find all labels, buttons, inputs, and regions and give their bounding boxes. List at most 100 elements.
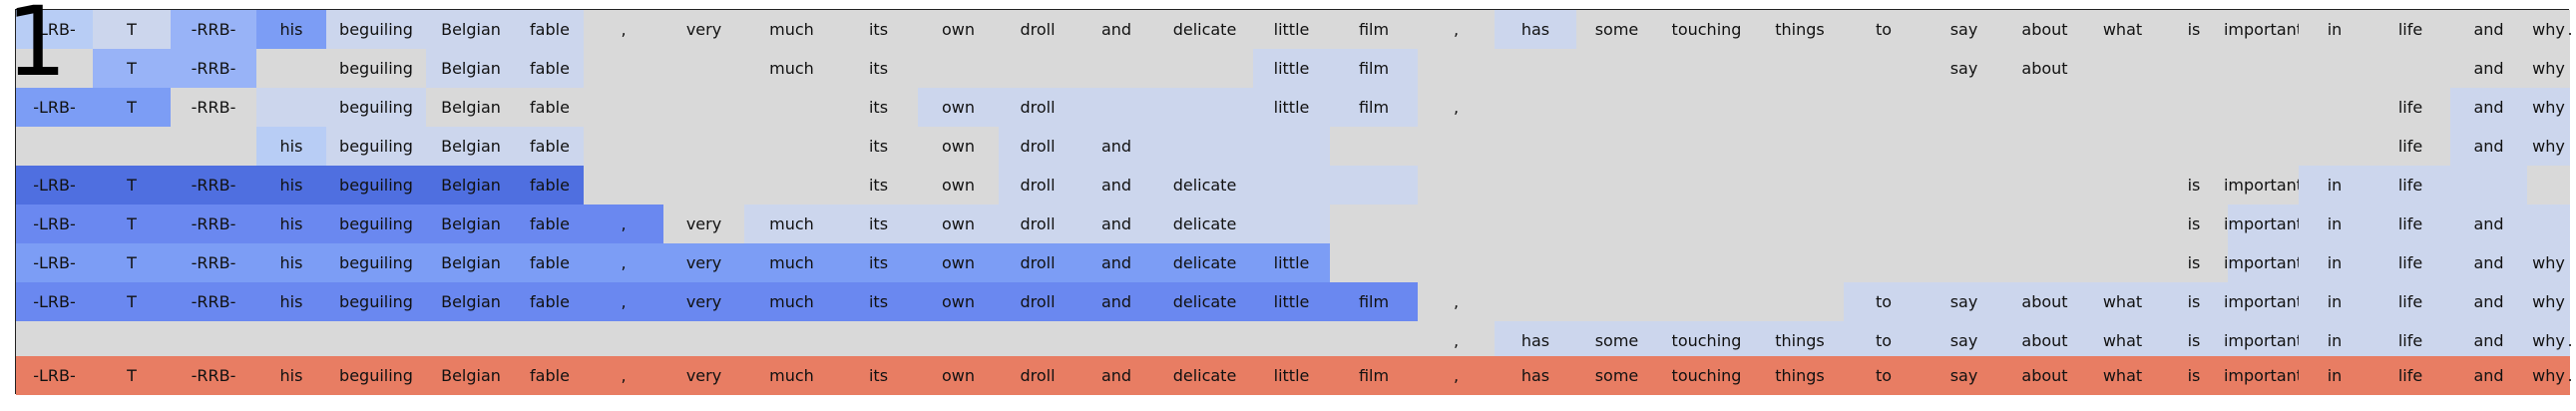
token-cell — [1756, 243, 1844, 282]
token-cell: touching — [1657, 321, 1756, 360]
token-cell — [663, 127, 744, 166]
token-cell: about — [2004, 356, 2085, 395]
token-cell: fable — [516, 88, 584, 127]
token-cell: important — [2224, 10, 2303, 49]
token-cell: beguiling — [326, 282, 426, 321]
token-cell: important — [2224, 205, 2303, 243]
token-cell — [918, 49, 999, 88]
token-cell — [1253, 321, 1330, 360]
token-cell: film — [1330, 356, 1418, 395]
token-cell: -RRB- — [171, 166, 256, 205]
token-cell: much — [744, 205, 839, 243]
token-cell — [2004, 127, 2085, 166]
token-cell: in — [2299, 10, 2370, 49]
token-cell: droll — [999, 88, 1076, 127]
token-attribution-grid: -LRB- T -RRB-his beguiling Belgian fable, very… — [15, 9, 2573, 395]
token-cell — [1844, 127, 1924, 166]
token-cell — [1657, 205, 1756, 243]
token-cell: life — [2370, 88, 2450, 127]
token-cell: beguiling — [326, 166, 426, 205]
token-cell — [744, 127, 839, 166]
token-cell: has — [1495, 10, 1576, 49]
token-cell: , — [1418, 356, 1495, 395]
token-cell — [1418, 166, 1495, 205]
token-cell: and — [2450, 243, 2527, 282]
token-cell: Belgian — [426, 282, 516, 321]
token-cell: little — [1253, 88, 1330, 127]
token-cell — [93, 127, 171, 166]
token-cell: important — [2224, 166, 2303, 205]
token-cell: and — [2450, 356, 2527, 395]
token-cell: -LRB- — [16, 205, 93, 243]
token-cell: is — [2160, 321, 2228, 360]
token-cell: fable — [516, 10, 584, 49]
token-cell: its — [839, 205, 918, 243]
grid-row: -LRB- T -RRB-his beguiling Belgian fable, very… — [16, 10, 2573, 49]
token-cell — [1330, 321, 1418, 360]
token-cell: fable — [516, 243, 584, 282]
token-cell: much — [744, 49, 839, 88]
token-cell: very — [663, 356, 744, 395]
token-cell: say — [1924, 356, 2004, 395]
token-cell: own — [918, 243, 999, 282]
token-cell: own — [918, 166, 999, 205]
token-cell: life — [2370, 282, 2450, 321]
token-cell: fable — [516, 282, 584, 321]
token-cell: , — [1418, 10, 1495, 49]
token-cell — [256, 321, 326, 360]
token-cell: in — [2299, 243, 2370, 282]
token-cell — [1756, 49, 1844, 88]
token-cell — [2004, 166, 2085, 205]
token-cell — [2228, 127, 2299, 166]
token-cell — [1418, 243, 1495, 282]
token-cell: in — [2299, 356, 2370, 395]
token-cell — [1657, 88, 1756, 127]
token-cell: fable — [516, 356, 584, 395]
token-cell: , — [584, 243, 663, 282]
token-cell: his — [256, 243, 326, 282]
token-cell — [1576, 127, 1657, 166]
token-cell — [1844, 88, 1924, 127]
token-cell — [2085, 127, 2160, 166]
token-cell — [1253, 166, 1330, 205]
token-cell — [171, 127, 256, 166]
token-cell — [744, 88, 839, 127]
token-cell — [2228, 88, 2299, 127]
token-cell: fable — [516, 205, 584, 243]
token-cell: his — [256, 205, 326, 243]
token-cell — [1076, 49, 1156, 88]
token-cell: has — [1495, 321, 1576, 360]
token-cell — [426, 321, 516, 360]
token-cell: some — [1576, 356, 1657, 395]
token-cell — [1576, 49, 1657, 88]
token-cell: is — [2160, 166, 2228, 205]
token-cell: delicate — [1156, 356, 1253, 395]
token-cell: is — [2160, 282, 2228, 321]
token-cell: Belgian — [426, 356, 516, 395]
token-cell — [584, 321, 663, 360]
token-cell: very — [663, 205, 744, 243]
token-cell: things — [1756, 356, 1844, 395]
token-cell — [2160, 127, 2228, 166]
token-cell: why — [2527, 243, 2570, 282]
token-cell: about — [2004, 321, 2085, 360]
grid-row: -LRB- T -RRB-his beguiling Belgian fable, very… — [16, 243, 2570, 282]
token-cell — [1756, 205, 1844, 243]
token-cell: beguiling — [326, 243, 426, 282]
token-cell — [1576, 205, 1657, 243]
token-cell: things — [1756, 321, 1844, 360]
token-cell — [1657, 243, 1756, 282]
token-cell — [1657, 127, 1756, 166]
token-cell: film — [1330, 10, 1418, 49]
token-cell — [1657, 166, 1756, 205]
token-cell: beguiling — [326, 205, 426, 243]
panel-number: 1 — [6, 0, 68, 98]
token-cell: his — [256, 10, 326, 49]
token-cell — [2085, 205, 2160, 243]
token-cell: about — [2004, 282, 2085, 321]
token-cell: what — [2085, 356, 2160, 395]
token-cell — [2085, 49, 2160, 88]
token-cell: in — [2299, 321, 2370, 360]
token-cell: in — [2299, 282, 2370, 321]
token-cell: his — [256, 166, 326, 205]
